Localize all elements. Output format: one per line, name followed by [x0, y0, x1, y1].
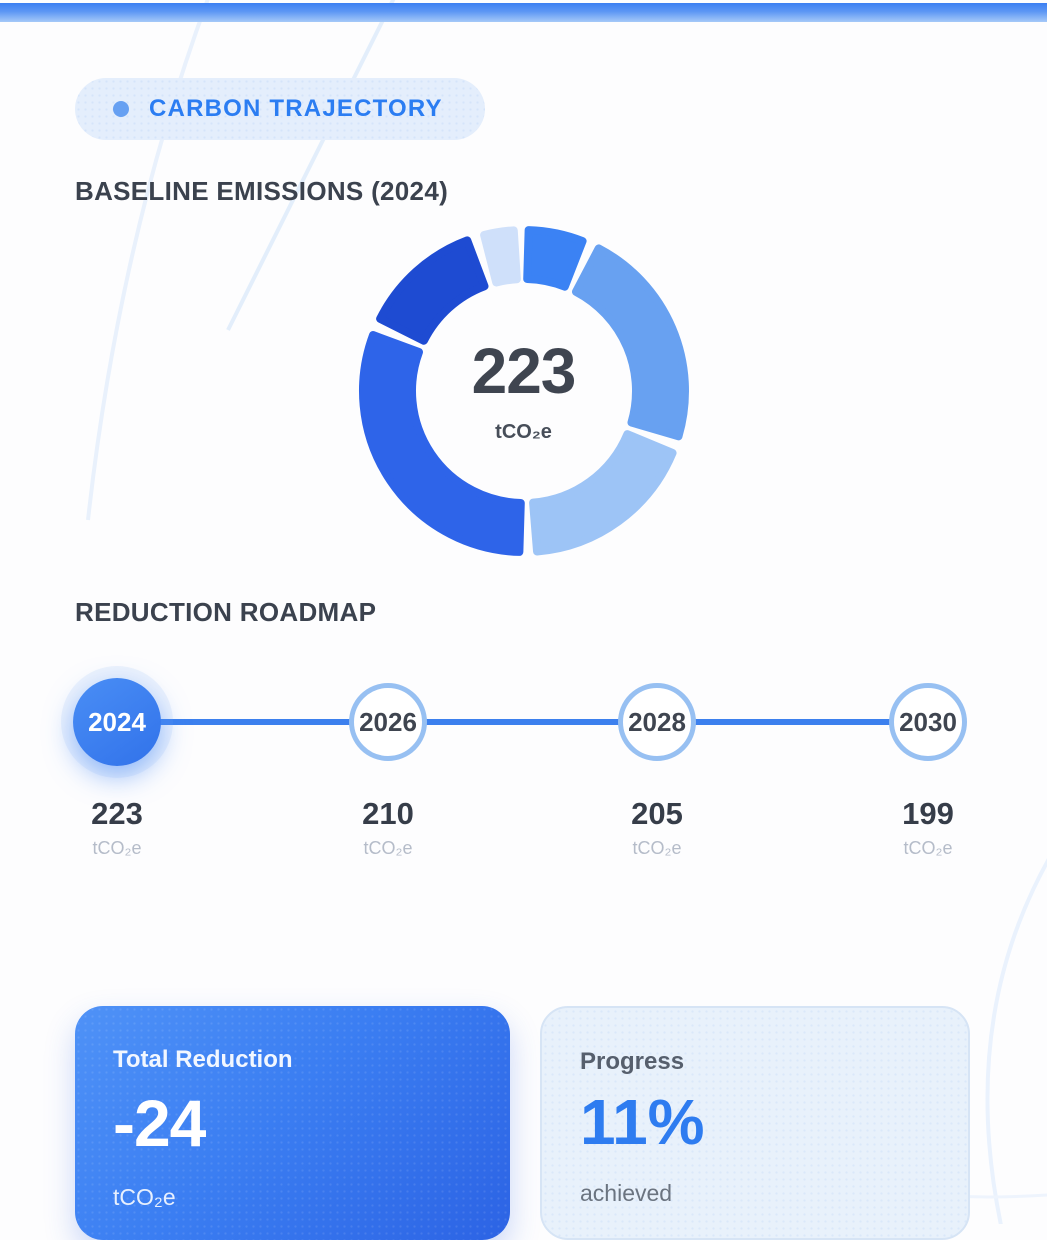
milestone-node-2028[interactable]: 2028 — [618, 683, 696, 761]
timeline-connector-line — [117, 719, 928, 725]
progress-title: Progress — [580, 1048, 685, 1075]
reduction-roadmap-timeline: 2024 2026 2028 2030 223 tCO₂e 210 tCO₂e … — [73, 666, 972, 858]
milestone-2024: 2024 — [47, 666, 187, 778]
milestone-2030: 2030 — [858, 666, 998, 778]
donut-segment-5[interactable] — [375, 236, 488, 345]
baseline-section-title: BASELINE EMISSIONS (2024) — [75, 176, 449, 206]
roadmap-section-title: REDUCTION ROADMAP — [75, 597, 377, 627]
milestone-node-2030[interactable]: 2030 — [889, 683, 967, 761]
progress-value: 11% — [580, 1086, 705, 1158]
baseline-donut-chart: 223 tCO₂e — [354, 221, 694, 561]
milestone-2026: 2026 — [318, 666, 458, 778]
donut-center-value: 223 — [471, 334, 577, 407]
badge-label: CARBON TRAJECTORY — [149, 95, 443, 122]
milestone-unit: tCO₂e — [92, 838, 142, 858]
donut-segment-6[interactable] — [479, 226, 521, 287]
milestone-2028-values: 205 tCO₂e — [577, 796, 737, 859]
milestone-node-2024[interactable]: 2024 — [73, 678, 161, 766]
total-reduction-card: Total Reduction -24 tCO₂e — [75, 1006, 510, 1240]
milestone-value: 199 — [902, 796, 954, 831]
milestone-node-2026[interactable]: 2026 — [349, 683, 427, 761]
milestone-2028: 2028 — [587, 666, 727, 778]
milestone-value: 210 — [362, 796, 414, 831]
milestone-unit: tCO₂e — [903, 838, 953, 858]
total-reduction-title: Total Reduction — [113, 1046, 293, 1073]
donut-center-unit: tCO₂e — [495, 420, 552, 443]
total-reduction-unit: tCO₂e — [113, 1184, 176, 1210]
donut-segment-3[interactable] — [528, 430, 677, 556]
donut-segment-4[interactable] — [358, 331, 525, 556]
milestone-2024-values: 223 tCO₂e — [37, 796, 197, 859]
total-reduction-value: -24 — [113, 1086, 206, 1160]
donut-segment-2[interactable] — [571, 244, 689, 441]
progress-card: Progress 11% achieved — [540, 1006, 970, 1240]
milestone-2030-values: 199 tCO₂e — [848, 796, 1008, 859]
progress-caption: achieved — [580, 1180, 673, 1206]
milestone-value: 223 — [91, 796, 143, 831]
badge-dot-icon — [113, 101, 129, 117]
donut-center-label: 223 tCO₂e — [354, 221, 694, 561]
milestone-value: 205 — [631, 796, 683, 831]
top-accent-bar — [0, 3, 1047, 22]
milestone-2026-values: 210 tCO₂e — [308, 796, 468, 859]
carbon-trajectory-badge: CARBON TRAJECTORY — [75, 78, 485, 140]
donut-chart-svg — [358, 226, 689, 556]
donut-segment-1[interactable] — [522, 226, 587, 291]
milestone-unit: tCO₂e — [632, 838, 682, 858]
milestone-unit: tCO₂e — [363, 838, 413, 858]
